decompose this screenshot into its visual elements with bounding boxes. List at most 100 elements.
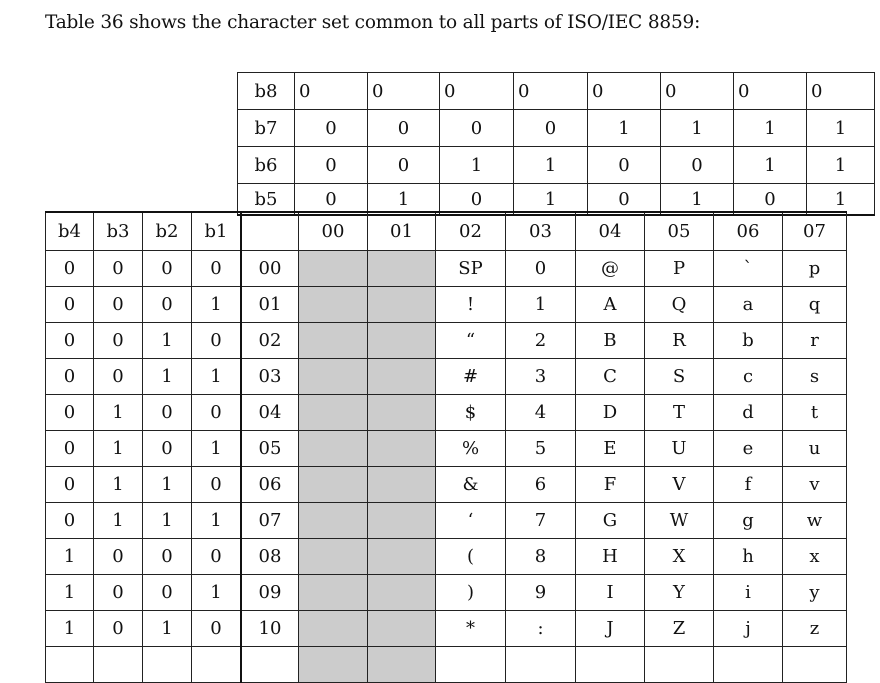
bit-value: 0 [806,72,875,110]
char-cell: e [713,430,783,467]
char-cell: 7 [505,502,576,539]
row-bit: 1 [191,358,242,395]
char-cell: : [505,610,576,647]
row-bit: 1 [191,502,242,539]
char-cell [435,646,506,683]
char-cell [298,646,368,683]
char-cell: j [713,610,783,647]
char-cell [367,466,436,503]
bit-value: 1 [806,146,875,184]
char-cell: SP [435,250,506,287]
row-bit: 1 [45,538,94,575]
row-bit: 1 [93,394,143,431]
row-bit: 1 [45,574,94,611]
row-bit: 0 [93,322,143,359]
bit-value: 0 [294,72,368,110]
bit-value: 0 [587,72,661,110]
row-code: 09 [240,574,299,611]
char-cell: 4 [505,394,576,431]
char-cell [298,538,368,575]
char-cell: S [644,358,714,395]
bit-value: 0 [294,146,368,184]
row-bit: 0 [45,466,94,503]
row-bit: 0 [93,538,143,575]
char-cell: ‘ [435,502,506,539]
row-bit: 1 [191,430,242,467]
char-cell: q [782,286,847,323]
char-cell: 3 [505,358,576,395]
char-cell [644,646,714,683]
char-cell: & [435,466,506,503]
high-bits-table: b8 0 0 0 0 0 0 0 0 b7 0 0 0 0 1 1 1 1 b6 0 0 1 1 0 0 1 1 b5 0 1 0 1 0 1 0 1 [237,72,875,216]
char-cell [298,322,368,359]
bit-value: 0 [660,72,734,110]
char-cell: i [713,574,783,611]
row-bit: 0 [142,538,192,575]
row-bit: 0 [93,610,143,647]
bit-value: 0 [513,72,588,110]
row-bit: 0 [191,394,242,431]
row-code: 05 [240,430,299,467]
column-code: 06 [713,211,783,251]
column-code: 07 [782,211,847,251]
char-cell [367,394,436,431]
char-cell [298,358,368,395]
row-bit: 0 [93,574,143,611]
char-cell: @ [575,250,645,287]
row-bit: 1 [142,322,192,359]
char-cell: G [575,502,645,539]
row-code: 00 [240,250,299,287]
char-cell: H [575,538,645,575]
char-cell: f [713,466,783,503]
bit-value: 1 [806,109,875,147]
char-cell: U [644,430,714,467]
row-bit: 0 [142,286,192,323]
char-cell: $ [435,394,506,431]
table-row: 0 0 0 0 00 SP 0 @ P ` p [45,250,847,287]
char-cell: g [713,502,783,539]
row-bit: 1 [142,466,192,503]
row-code: 07 [240,502,299,539]
row-bit: 0 [191,466,242,503]
column-code: 03 [505,211,576,251]
char-cell [367,322,436,359]
char-cell: * [435,610,506,647]
bit-value: 1 [513,146,588,184]
row-bit: 0 [45,394,94,431]
bit-value: 0 [367,146,440,184]
bit-value: 0 [587,146,661,184]
row-bit [191,646,242,683]
row-bit [142,646,192,683]
column-code: 05 [644,211,714,251]
row-code: 10 [240,610,299,647]
bit-header: b1 [191,211,242,251]
char-cell: “ [435,322,506,359]
bit-row-b7: b7 0 0 0 0 1 1 1 1 [237,109,875,147]
row-bit: 1 [142,610,192,647]
char-cell: z [782,610,847,647]
char-cell: s [782,358,847,395]
char-cell: # [435,358,506,395]
bit-row-b6: b6 0 0 1 1 0 0 1 1 [237,146,875,184]
char-cell [298,286,368,323]
char-cell [367,286,436,323]
bit-value: 0 [439,72,514,110]
char-cell [298,466,368,503]
char-cell: 1 [505,286,576,323]
row-bit: 1 [191,286,242,323]
row-bit: 0 [191,610,242,647]
char-cell [367,610,436,647]
bit-label: b7 [237,109,295,147]
char-cell: F [575,466,645,503]
row-bit: 0 [93,250,143,287]
row-bit: 1 [93,502,143,539]
char-cell: Z [644,610,714,647]
row-bit: 1 [93,430,143,467]
bit-row-b5: b5 0 1 0 1 0 1 0 1 [237,183,875,216]
row-bit: 0 [45,430,94,467]
bit-header: b2 [142,211,192,251]
row-code: 04 [240,394,299,431]
